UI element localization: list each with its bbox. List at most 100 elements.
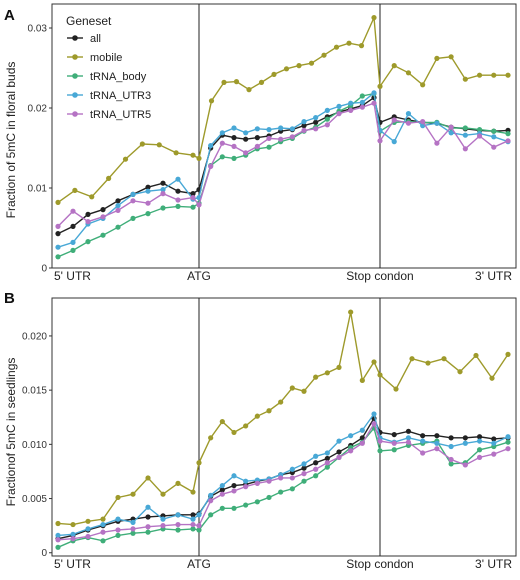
data-point-tRNA_UTR5 [70, 208, 76, 214]
data-point-tRNA_UTR5 [85, 533, 91, 540]
data-point-tRNA_UTR5 [115, 207, 121, 213]
series-line-tRNA_UTR5 [57, 102, 509, 227]
data-point-tRNA_body [289, 486, 295, 492]
data-point-tRNA_UTR5 [70, 536, 76, 542]
data-point-tRNA_UTR5 [196, 523, 202, 529]
data-point-mobile [377, 83, 383, 89]
data-point-tRNA_body [190, 204, 196, 210]
data-point-all [491, 436, 497, 442]
data-point-tRNA_UTR5 [208, 163, 214, 169]
legend-key-dot [72, 92, 78, 98]
data-point-tRNA_UTR3 [85, 526, 91, 532]
data-point-all [313, 460, 319, 466]
data-point-tRNA_body [100, 538, 106, 544]
data-point-tRNA_UTR3 [359, 427, 365, 433]
data-point-all [231, 135, 237, 141]
data-point-all [313, 119, 319, 125]
data-point-tRNA_body [313, 473, 319, 479]
data-point-mobile [321, 52, 327, 58]
data-point-mobile [208, 435, 214, 441]
data-point-tRNA_UTR5 [391, 440, 397, 446]
data-point-tRNA_UTR3 [145, 188, 151, 194]
data-point-tRNA_UTR3 [348, 433, 354, 439]
data-point-tRNA_UTR5 [377, 438, 383, 444]
data-point-tRNA_UTR3 [336, 103, 342, 109]
data-point-mobile [89, 194, 95, 200]
data-point-mobile [473, 352, 479, 359]
data-point-tRNA_UTR3 [55, 532, 61, 539]
legend-label: all [90, 33, 101, 45]
data-point-tRNA_body [505, 131, 511, 137]
data-point-mobile [70, 521, 76, 528]
x-tick-label: Stop condon [346, 269, 413, 283]
y-tick-label: 0 [41, 548, 47, 559]
data-point-mobile [313, 374, 319, 380]
data-point-all [462, 435, 468, 441]
data-point-tRNA_UTR5 [219, 491, 225, 497]
panel-label-a: A [4, 7, 15, 24]
data-point-tRNA_UTR5 [462, 146, 468, 152]
data-point-all [115, 198, 121, 204]
data-point-tRNA_UTR3 [160, 187, 166, 193]
data-point-tRNA_UTR5 [175, 521, 181, 528]
data-point-tRNA_UTR5 [145, 524, 151, 530]
data-point-tRNA_UTR3 [208, 143, 214, 149]
data-point-all [476, 434, 483, 440]
data-point-tRNA_UTR3 [70, 239, 76, 245]
data-point-tRNA_body [160, 205, 166, 211]
data-point-tRNA_UTR5 [301, 471, 307, 477]
data-point-all [70, 223, 76, 229]
data-point-tRNA_body [243, 502, 249, 508]
x-tick-label: 5' UTR [54, 557, 91, 571]
data-point-tRNA_UTR5 [371, 421, 377, 427]
data-point-tRNA_UTR5 [55, 537, 61, 543]
data-point-tRNA_UTR5 [377, 138, 383, 144]
data-point-tRNA_body [254, 499, 260, 505]
data-point-tRNA_UTR5 [266, 135, 272, 141]
data-point-mobile [122, 156, 129, 162]
data-point-tRNA_UTR5 [359, 104, 365, 110]
data-point-mobile [190, 152, 196, 158]
data-point-all [405, 428, 412, 434]
data-point-mobile [336, 364, 342, 370]
data-point-tRNA_UTR3 [391, 139, 397, 145]
data-point-all [243, 136, 249, 142]
x-tick-label: 3' UTR [475, 269, 512, 283]
data-point-tRNA_UTR5 [289, 134, 295, 140]
data-point-mobile [308, 60, 315, 66]
legend-key-dot [72, 54, 78, 60]
data-point-tRNA_UTR5 [301, 127, 307, 133]
data-point-mobile [233, 79, 240, 85]
data-point-mobile [160, 491, 166, 497]
data-point-all [231, 482, 237, 489]
data-point-tRNA_body [359, 93, 365, 99]
data-point-tRNA_UTR5 [336, 454, 342, 460]
y-axis-label-a: Fraction of 5mC in floral buds [4, 62, 18, 219]
data-point-mobile [505, 351, 511, 357]
data-point-tRNA_UTR5 [336, 111, 342, 117]
y-tick-label: 0.010 [22, 440, 47, 451]
data-point-tRNA_UTR5 [476, 133, 483, 139]
data-point-mobile [391, 63, 397, 69]
data-point-tRNA_body [115, 532, 121, 539]
data-point-tRNA_UTR5 [243, 484, 249, 490]
data-point-mobile [457, 369, 463, 375]
data-point-tRNA_UTR3 [462, 440, 468, 446]
data-point-all [145, 184, 151, 190]
data-point-tRNA_UTR5 [231, 143, 237, 149]
data-point-all [85, 211, 91, 217]
data-point-mobile [254, 413, 260, 419]
data-point-tRNA_UTR3 [289, 126, 295, 132]
data-point-tRNA_UTR5 [491, 144, 497, 150]
x-tick-label: ATG [187, 269, 211, 283]
x-tick-label: Stop condon [346, 557, 413, 571]
plot-panel-b: 0 0.005 0.010 0.015 0.020 5' UTR ATG Stop condo… [22, 297, 517, 571]
data-point-tRNA_UTR3 [313, 453, 319, 459]
data-point-tRNA_body [377, 448, 383, 454]
data-point-mobile [106, 175, 112, 181]
x-tick-label: 5' UTR [54, 269, 91, 283]
data-point-tRNA_UTR5 [175, 197, 181, 203]
legend-title: Geneset [66, 14, 112, 28]
data-point-tRNA_UTR5 [266, 478, 272, 484]
data-point-tRNA_body [208, 512, 214, 518]
